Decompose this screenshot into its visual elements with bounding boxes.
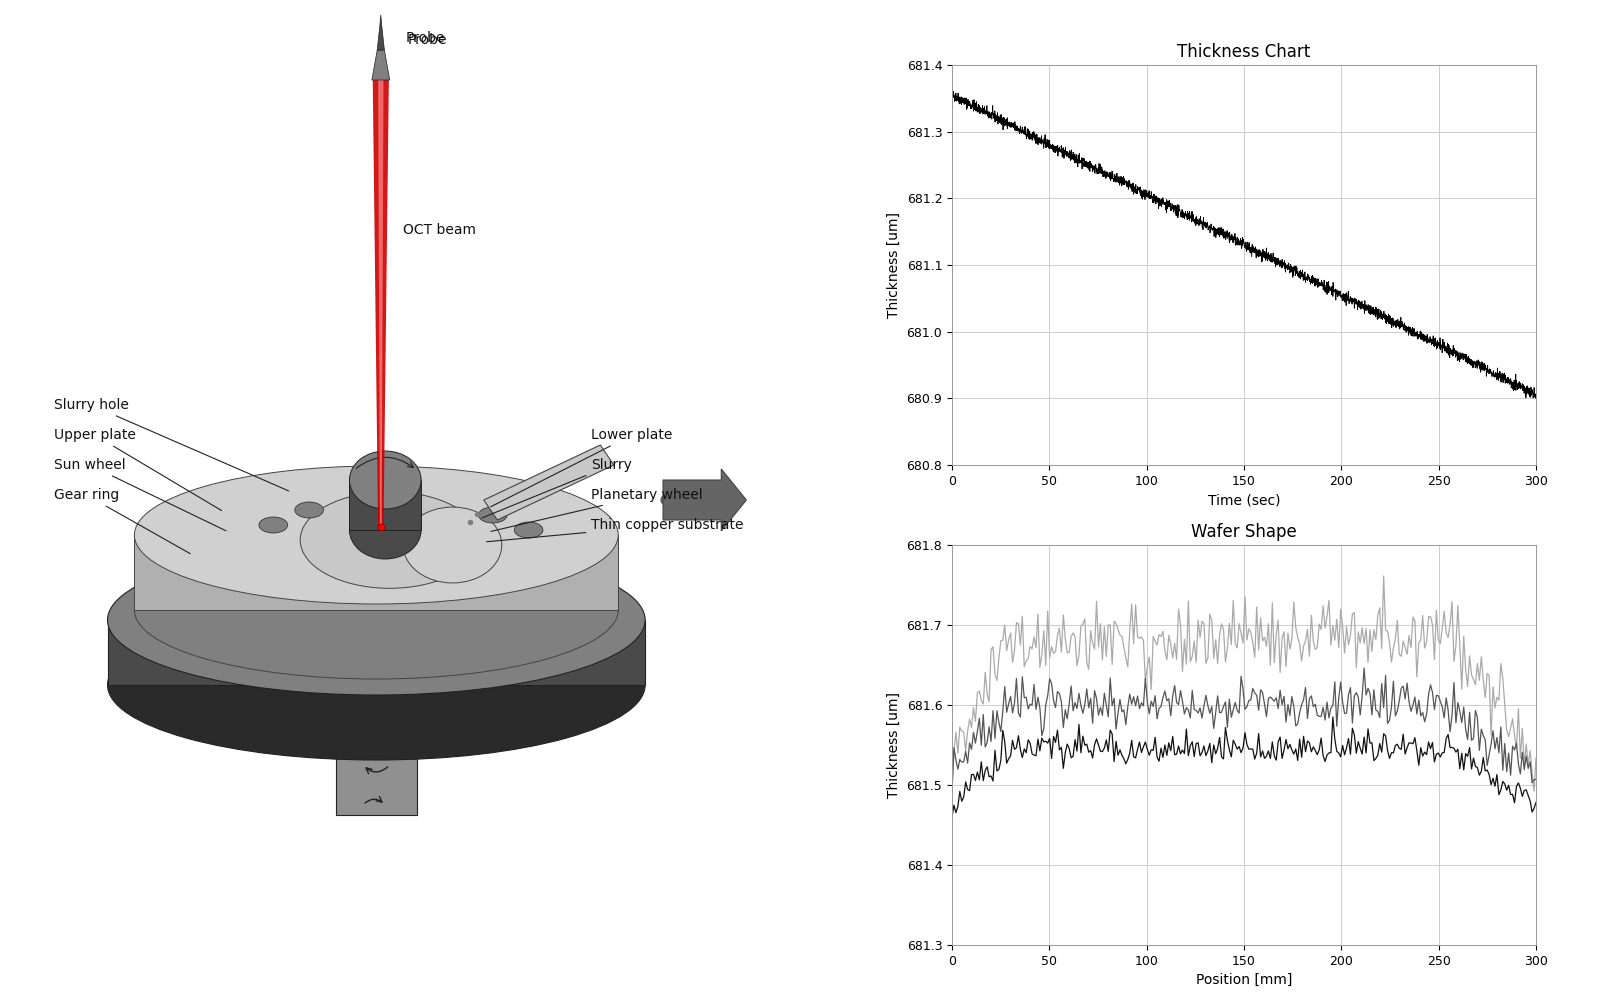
100sec [942,786,962,798]
Text: Lower plate: Lower plate [491,428,672,507]
Text: Slurry: Slurry [482,458,632,518]
300sec [944,799,963,811]
300sec [1323,711,1342,723]
Polygon shape [349,480,421,530]
100sec [1474,674,1493,686]
200sec [1288,718,1307,730]
Text: Upper plate: Upper plate [54,428,222,511]
Ellipse shape [354,502,382,518]
200sec [1299,693,1318,705]
100sec [1290,638,1309,650]
300sec [942,811,962,823]
Ellipse shape [294,502,323,518]
Ellipse shape [514,522,542,538]
Text: Planetary wheel: Planetary wheel [491,488,702,531]
Text: Thin copper substrate: Thin copper substrate [486,518,744,542]
300sec [1288,754,1307,766]
100sec [1299,650,1318,662]
100sec [1437,627,1456,639]
300sec [1526,797,1546,809]
Line: 300sec: 300sec [952,717,1536,817]
Text: Probe: Probe [389,33,446,47]
Text: OCT beam: OCT beam [403,223,477,237]
Polygon shape [107,620,645,685]
Text: Probe: Probe [406,31,445,45]
Line: 100sec: 100sec [952,576,1536,792]
200sec [942,784,962,796]
Y-axis label: Thickness [um]: Thickness [um] [886,212,901,318]
200sec [1437,692,1456,704]
X-axis label: Position [mm]: Position [mm] [1195,973,1293,987]
Ellipse shape [134,541,618,679]
FancyArrow shape [662,469,746,531]
Ellipse shape [403,507,502,583]
Ellipse shape [134,466,618,604]
200sec [944,742,963,754]
Polygon shape [371,50,390,80]
Ellipse shape [349,451,421,509]
200sec [1290,707,1309,719]
Polygon shape [373,80,389,530]
Ellipse shape [336,697,416,733]
Ellipse shape [107,545,645,695]
200sec [1355,662,1374,674]
Ellipse shape [478,507,507,523]
Line: 200sec: 200sec [952,668,1536,790]
X-axis label: Time (sec): Time (sec) [1208,493,1280,507]
Ellipse shape [301,492,480,588]
Title: Thickness Chart: Thickness Chart [1178,43,1310,61]
100sec [1288,631,1307,643]
Text: Slurry hole: Slurry hole [54,398,288,491]
300sec [1299,737,1318,749]
300sec [1437,733,1456,745]
Text: Sun wheel: Sun wheel [54,458,226,531]
200sec [1474,730,1493,742]
Polygon shape [483,445,614,520]
Ellipse shape [107,610,645,760]
100sec [944,745,963,757]
Polygon shape [378,80,384,530]
Polygon shape [336,715,416,815]
Y-axis label: Thickness [um]: Thickness [um] [886,692,901,798]
Polygon shape [378,15,384,50]
100sec [1374,570,1394,582]
Ellipse shape [349,501,421,559]
Title: Wafer Shape: Wafer Shape [1190,523,1298,541]
Text: Gear ring: Gear ring [54,488,190,554]
200sec [1526,773,1546,785]
100sec [1526,752,1546,764]
300sec [1290,733,1309,745]
300sec [1474,752,1493,764]
Polygon shape [134,535,618,610]
Ellipse shape [259,517,288,533]
